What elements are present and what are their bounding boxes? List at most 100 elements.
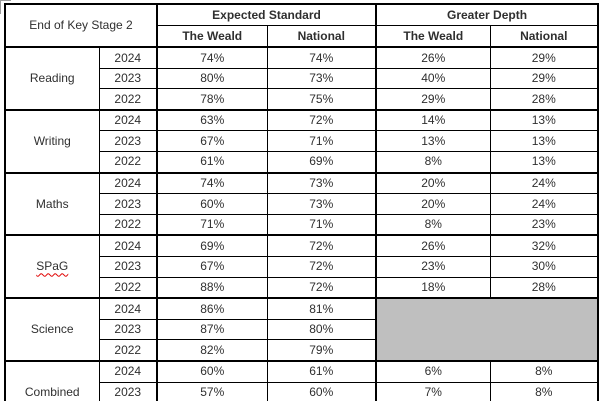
cell-es-weald: 60% [156,359,268,383]
cell-es-national: 80% [266,318,377,341]
cell-es-national: 73% [266,171,377,195]
cell-es-national: 79% [266,339,377,362]
table-handle-artifact [0,0,11,14]
year-cell: 2022 [98,213,158,236]
weald-header-es: The Weald [156,25,268,48]
year-cell: 2024 [98,45,158,69]
year-cell: 2023 [98,381,158,401]
year-cell: 2022 [98,276,158,299]
table-row: 2023 67% 71% 13% 13% [5,130,599,152]
subject-cell-maths: Maths [4,171,100,236]
cell-gd-national: 24% [489,171,599,195]
cell-gd-weald: 6% [375,359,491,383]
cell-gd-weald: 7% [375,381,491,401]
table-row: SPaG 2024 69% 72% 26% 32% [4,234,599,299]
cell-gd-national: 13% [489,150,599,174]
table-row: Reading 2024 74% 74% 26% 29% [4,45,599,111]
table-row: 2023 57% 60% 7% 8% [5,381,599,401]
weald-header-gd: The Weald [375,25,491,48]
year-cell: 2023 [98,67,158,90]
year-cell: 2024 [98,297,158,320]
cell-es-national: 75% [266,88,377,111]
cell-gd-weald: 18% [375,276,491,299]
cell-es-weald: 71% [156,213,268,236]
table-row: 2022 78% 75% 29% 28% [5,88,599,111]
subject-cell-reading: Reading [4,46,100,111]
year-cell: 2024 [98,359,158,383]
cell-gd-weald: 8% [375,213,491,236]
greater-depth-header: Greater Depth [375,3,599,26]
national-header-es: National [266,25,377,48]
cell-gd-weald: 26% [375,234,491,257]
cell-es-national: 81% [266,297,377,320]
year-cell: 2023 [98,193,158,215]
cell-gd-national: 8% [489,359,599,383]
cell-es-national: 69% [266,150,377,174]
cell-es-national: 61% [266,359,377,383]
table-row: Combined 2024 60% 61% 6% 8% [4,359,599,401]
cell-gd-weald: 13% [375,130,491,152]
cell-es-national: 72% [266,234,377,257]
cell-gd-national: 24% [489,193,599,215]
year-cell: 2023 [98,130,158,152]
cell-gd-national: 23% [489,213,599,236]
cell-es-weald: 74% [156,171,268,195]
table-row: 2022 71% 71% 8% 23% [5,213,599,236]
cell-es-national: 73% [266,193,377,215]
header-row-groups: End of Key Stage 2 Expected Standard Gre… [4,3,599,48]
cell-gd-national: 28% [489,276,599,299]
cell-es-weald: 63% [156,108,268,132]
year-cell: 2024 [98,234,158,257]
subject-cell-writing: Writing [4,108,100,174]
expected-standard-header: Expected Standard [155,3,377,26]
cell-es-national: 74% [266,45,377,69]
greyed-out-cell [375,297,599,362]
year-cell: 2022 [98,150,158,174]
table-row: 2023 67% 72% 23% 30% [5,255,599,278]
cell-gd-weald: 20% [375,193,491,215]
year-cell: 2022 [98,88,158,111]
cell-es-weald: 57% [156,381,268,401]
cell-es-weald: 80% [156,67,268,90]
cell-gd-weald: 20% [375,171,491,195]
cell-es-national: 72% [266,255,377,278]
cell-gd-national: 32% [489,234,599,257]
subject-cell-spag: SPaG [4,234,100,299]
spellcheck-underlined-text: SPaG [36,259,69,274]
table-row: Maths 2024 74% 73% 20% 24% [4,171,599,236]
cell-gd-national: 8% [489,381,599,401]
cell-es-weald: 82% [156,339,268,362]
cell-es-national: 72% [266,276,377,299]
cell-gd-weald: 40% [375,67,491,90]
cell-es-national: 72% [266,108,377,132]
cell-gd-national: 30% [489,255,599,278]
ks2-results-table: End of Key Stage 2 Expected Standard Gre… [4,3,600,401]
cell-gd-weald: 14% [375,108,491,132]
subject-cell-combined: Combined [4,359,100,401]
table-row: 2023 60% 73% 20% 24% [5,193,599,215]
year-cell: 2023 [98,255,158,278]
cell-es-national: 71% [266,213,377,236]
cell-gd-national: 29% [489,45,599,69]
year-cell: 2022 [98,339,158,362]
corner-header: End of Key Stage 2 [4,3,158,48]
cell-es-weald: 87% [156,318,268,341]
table-row: Science 2024 86% 81% [4,297,599,362]
cell-gd-weald: 26% [375,45,491,69]
cell-es-weald: 86% [156,297,268,320]
header-row-schools: The Weald National The Weald National [5,25,599,48]
year-cell: 2024 [98,108,158,132]
cell-gd-national: 13% [489,108,599,132]
table-row: 2023 87% 80% [5,318,598,341]
cell-es-weald: 61% [156,150,268,174]
cell-es-weald: 69% [156,234,268,257]
cell-gd-national: 13% [489,130,599,152]
national-header-gd: National [489,25,599,48]
cell-es-weald: 67% [156,255,268,278]
year-cell: 2024 [98,171,158,195]
cell-es-national: 60% [266,381,377,401]
cell-es-weald: 74% [156,45,268,69]
cell-es-national: 73% [266,67,377,90]
cell-es-weald: 67% [156,130,268,152]
